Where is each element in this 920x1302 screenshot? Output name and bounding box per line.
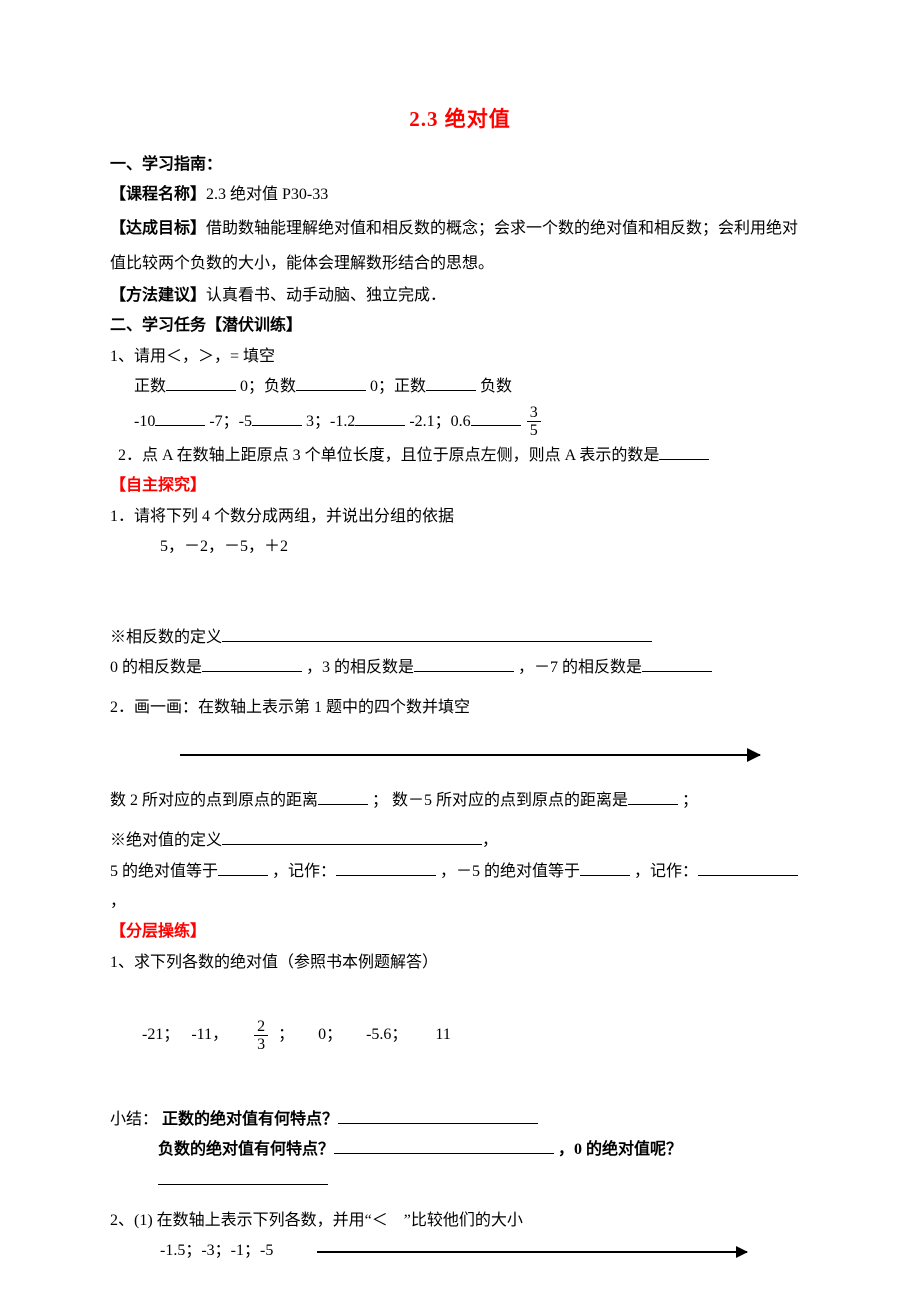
q1l2b: -7；-5 — [209, 413, 252, 430]
abs-d: ，记作： — [634, 863, 698, 880]
practice-heading: 【分层操练】 — [110, 923, 206, 940]
sec1-heading: 一、学习指南： — [110, 156, 222, 173]
abs-a: 5 的绝对值等于 — [110, 863, 218, 880]
page-title: 2.3 绝对值 — [110, 100, 810, 140]
abs-def-label: ※绝对值的定义 — [110, 832, 222, 849]
blank[interactable] — [580, 858, 630, 876]
q1l2d: -2.1；0.6 — [409, 413, 470, 430]
practice-q1: 1、求下列各数的绝对值（参照书本例题解答） — [110, 948, 810, 978]
dist-b: ； 数－5 所对应的点到原点的距离是 — [372, 792, 628, 809]
blank[interactable] — [698, 858, 798, 876]
blank[interactable] — [426, 374, 476, 392]
spacer — [110, 1055, 810, 1105]
spacer — [110, 683, 810, 693]
fraction-3-5: 35 — [527, 404, 541, 440]
abs-c: ，－5 的绝对值等于 — [440, 863, 580, 880]
q1l1a: 正数 — [134, 378, 166, 395]
method-label: 【方法建议】 — [110, 287, 206, 304]
explore-heading: 【自主探究】 — [110, 477, 206, 494]
spacer — [110, 563, 810, 623]
blank[interactable] — [202, 654, 302, 672]
q1l2a: -10 — [134, 413, 155, 430]
blank[interactable] — [659, 442, 709, 460]
blank[interactable] — [334, 1137, 554, 1155]
explore-q2: 2．画一画：在数轴上表示第 1 题中的四个数并填空 — [110, 693, 810, 723]
q1l1b: 0；负数 — [240, 378, 296, 395]
blank[interactable] — [222, 828, 482, 846]
q2-text: 2．点 A 在数轴上距原点 3 个单位长度，且位于原点左侧，则点 A 表示的数是 — [118, 447, 659, 464]
practice-q2: 2、(1) 在数轴上表示下列各数，并用“＜ ”比较他们的大小 — [110, 1206, 810, 1236]
blank[interactable] — [336, 858, 436, 876]
blank[interactable] — [318, 787, 368, 805]
course-text: 2.3 绝对值 P30-33 — [206, 186, 328, 203]
sec2-heading: 二、学习任务【潜伏训练】 — [110, 317, 302, 334]
number-line-arrow — [317, 1251, 747, 1253]
blank[interactable] — [166, 374, 236, 392]
opp-c: ，－7 的相反数是 — [518, 659, 642, 676]
blank[interactable] — [355, 408, 405, 426]
q1l1d: 负数 — [480, 378, 512, 395]
summary-lead: 小结： — [110, 1111, 158, 1128]
goal-text: 借助数轴能理解绝对值和相反数的概念；会求一个数的绝对值和相反数；会利用绝对值比较… — [110, 220, 798, 272]
practice-q2-nums: -1.5；-3；-1；-5 — [160, 1242, 273, 1259]
blank[interactable] — [218, 858, 268, 876]
method-text: 认真看书、动手动脑、独立完成． — [206, 287, 446, 304]
dist-a: 数 2 所对应的点到原点的距离 — [110, 792, 318, 809]
goal-label: 【达成目标】 — [110, 220, 206, 237]
blank[interactable] — [471, 408, 521, 426]
summary-neg: 负数的绝对值有何特点？ — [158, 1141, 334, 1158]
pq1b: ； 0； -5.6； 11 — [278, 1026, 451, 1043]
q1l2c: 3；-1.2 — [306, 413, 355, 430]
blank[interactable] — [414, 654, 514, 672]
pq1a: -21； -11， — [142, 1026, 228, 1043]
abs-b: ，记作： — [272, 863, 336, 880]
dist-c: ； — [682, 792, 698, 809]
blank[interactable] — [252, 408, 302, 426]
opp-b: ，3 的相反数是 — [306, 659, 414, 676]
number-line-arrow — [180, 754, 760, 756]
blank[interactable] — [222, 624, 652, 642]
blank[interactable] — [338, 1106, 538, 1124]
q1l1c: 0；正数 — [370, 378, 426, 395]
fraction-2-3: 23 — [254, 1018, 268, 1054]
opp-def-label: ※相反数的定义 — [110, 629, 222, 646]
blank[interactable] — [628, 787, 678, 805]
explore-q1: 1．请将下列 4 个数分成两组，并说出分组的依据 — [110, 502, 810, 532]
course-label: 【课程名称】 — [110, 186, 206, 203]
blank[interactable] — [642, 654, 712, 672]
blank[interactable] — [158, 1167, 328, 1185]
opp-a: 0 的相反数是 — [110, 659, 202, 676]
q1-lead: 1、请用＜，＞，= 填空 — [110, 342, 810, 372]
spacer — [110, 816, 810, 826]
summary-pos: 正数的绝对值有何特点？ — [162, 1111, 338, 1128]
explore-q1-nums: 5，－2，－5，＋2 — [110, 532, 810, 562]
summary-zero: ，0 的绝对值呢？ — [558, 1141, 682, 1158]
blank[interactable] — [155, 408, 205, 426]
spacer — [110, 1196, 810, 1206]
blank[interactable] — [296, 374, 366, 392]
